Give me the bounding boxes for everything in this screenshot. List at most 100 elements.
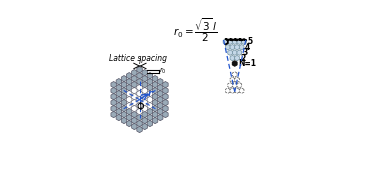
Polygon shape: [127, 114, 132, 121]
Polygon shape: [152, 105, 158, 112]
Polygon shape: [127, 79, 132, 85]
Polygon shape: [142, 99, 147, 106]
Polygon shape: [142, 117, 147, 124]
Polygon shape: [132, 105, 137, 112]
Polygon shape: [116, 90, 122, 97]
Polygon shape: [121, 76, 127, 82]
Text: 5: 5: [247, 37, 252, 46]
Polygon shape: [132, 117, 137, 124]
Text: 2: 2: [240, 54, 245, 63]
Polygon shape: [163, 82, 168, 88]
Polygon shape: [232, 72, 237, 77]
Polygon shape: [152, 117, 158, 124]
Polygon shape: [239, 88, 244, 93]
Polygon shape: [158, 79, 163, 85]
Polygon shape: [152, 99, 158, 106]
Polygon shape: [121, 117, 127, 124]
Polygon shape: [132, 82, 137, 88]
Polygon shape: [142, 111, 147, 118]
Polygon shape: [158, 90, 163, 97]
Polygon shape: [147, 114, 153, 121]
Polygon shape: [127, 120, 132, 127]
Polygon shape: [158, 96, 163, 103]
Polygon shape: [235, 88, 239, 93]
Polygon shape: [137, 79, 142, 85]
Text: $r_0 = \dfrac{\sqrt{3}\,l}{2}$: $r_0 = \dfrac{\sqrt{3}\,l}{2}$: [173, 17, 217, 45]
Polygon shape: [228, 83, 232, 88]
Polygon shape: [137, 114, 142, 121]
Text: N=1: N=1: [238, 59, 256, 68]
Polygon shape: [111, 87, 116, 94]
Polygon shape: [121, 111, 127, 118]
Polygon shape: [142, 87, 147, 94]
Polygon shape: [137, 96, 142, 103]
Polygon shape: [232, 50, 237, 55]
Polygon shape: [132, 123, 137, 130]
Polygon shape: [132, 111, 137, 118]
Polygon shape: [111, 111, 116, 118]
Polygon shape: [127, 108, 132, 115]
Polygon shape: [152, 76, 158, 82]
Polygon shape: [121, 105, 127, 112]
Polygon shape: [137, 73, 142, 79]
Polygon shape: [158, 114, 163, 121]
Polygon shape: [137, 126, 142, 133]
Polygon shape: [111, 93, 116, 100]
Text: 3: 3: [242, 48, 248, 57]
Polygon shape: [132, 93, 137, 100]
Polygon shape: [132, 87, 137, 94]
Polygon shape: [239, 45, 244, 50]
Polygon shape: [142, 93, 147, 100]
Polygon shape: [242, 39, 246, 44]
Polygon shape: [152, 93, 158, 100]
Polygon shape: [147, 96, 153, 103]
Polygon shape: [147, 102, 153, 109]
Polygon shape: [116, 79, 122, 85]
Polygon shape: [225, 88, 230, 93]
Polygon shape: [137, 102, 142, 109]
Polygon shape: [132, 70, 137, 76]
Polygon shape: [127, 73, 132, 79]
Polygon shape: [225, 45, 230, 50]
Polygon shape: [127, 90, 132, 97]
Text: r: r: [147, 89, 152, 98]
Polygon shape: [121, 93, 127, 100]
Polygon shape: [152, 111, 158, 118]
Polygon shape: [223, 39, 228, 44]
Polygon shape: [111, 99, 116, 106]
Polygon shape: [152, 87, 158, 94]
Polygon shape: [116, 114, 122, 121]
Polygon shape: [237, 50, 242, 55]
Polygon shape: [121, 82, 127, 88]
Polygon shape: [230, 88, 235, 93]
Polygon shape: [163, 105, 168, 112]
Polygon shape: [237, 83, 242, 88]
Polygon shape: [132, 99, 137, 106]
Polygon shape: [142, 70, 147, 76]
Polygon shape: [137, 90, 142, 97]
Polygon shape: [127, 102, 132, 109]
Text: l: l: [139, 58, 141, 67]
Polygon shape: [230, 77, 235, 83]
Polygon shape: [158, 108, 163, 115]
Polygon shape: [232, 83, 237, 88]
Polygon shape: [116, 108, 122, 115]
Polygon shape: [230, 55, 235, 61]
Text: $r_0$: $r_0$: [160, 66, 167, 76]
Polygon shape: [137, 120, 142, 127]
Polygon shape: [158, 102, 163, 109]
Polygon shape: [235, 45, 239, 50]
Polygon shape: [163, 111, 168, 118]
Polygon shape: [142, 76, 147, 82]
Polygon shape: [127, 96, 132, 103]
Text: 4: 4: [245, 43, 250, 52]
Polygon shape: [237, 39, 242, 44]
Polygon shape: [228, 50, 232, 55]
Polygon shape: [235, 77, 239, 83]
Polygon shape: [132, 76, 137, 82]
Polygon shape: [121, 99, 127, 106]
Polygon shape: [111, 82, 116, 88]
Polygon shape: [147, 120, 153, 127]
Polygon shape: [152, 82, 158, 88]
Polygon shape: [147, 90, 153, 97]
